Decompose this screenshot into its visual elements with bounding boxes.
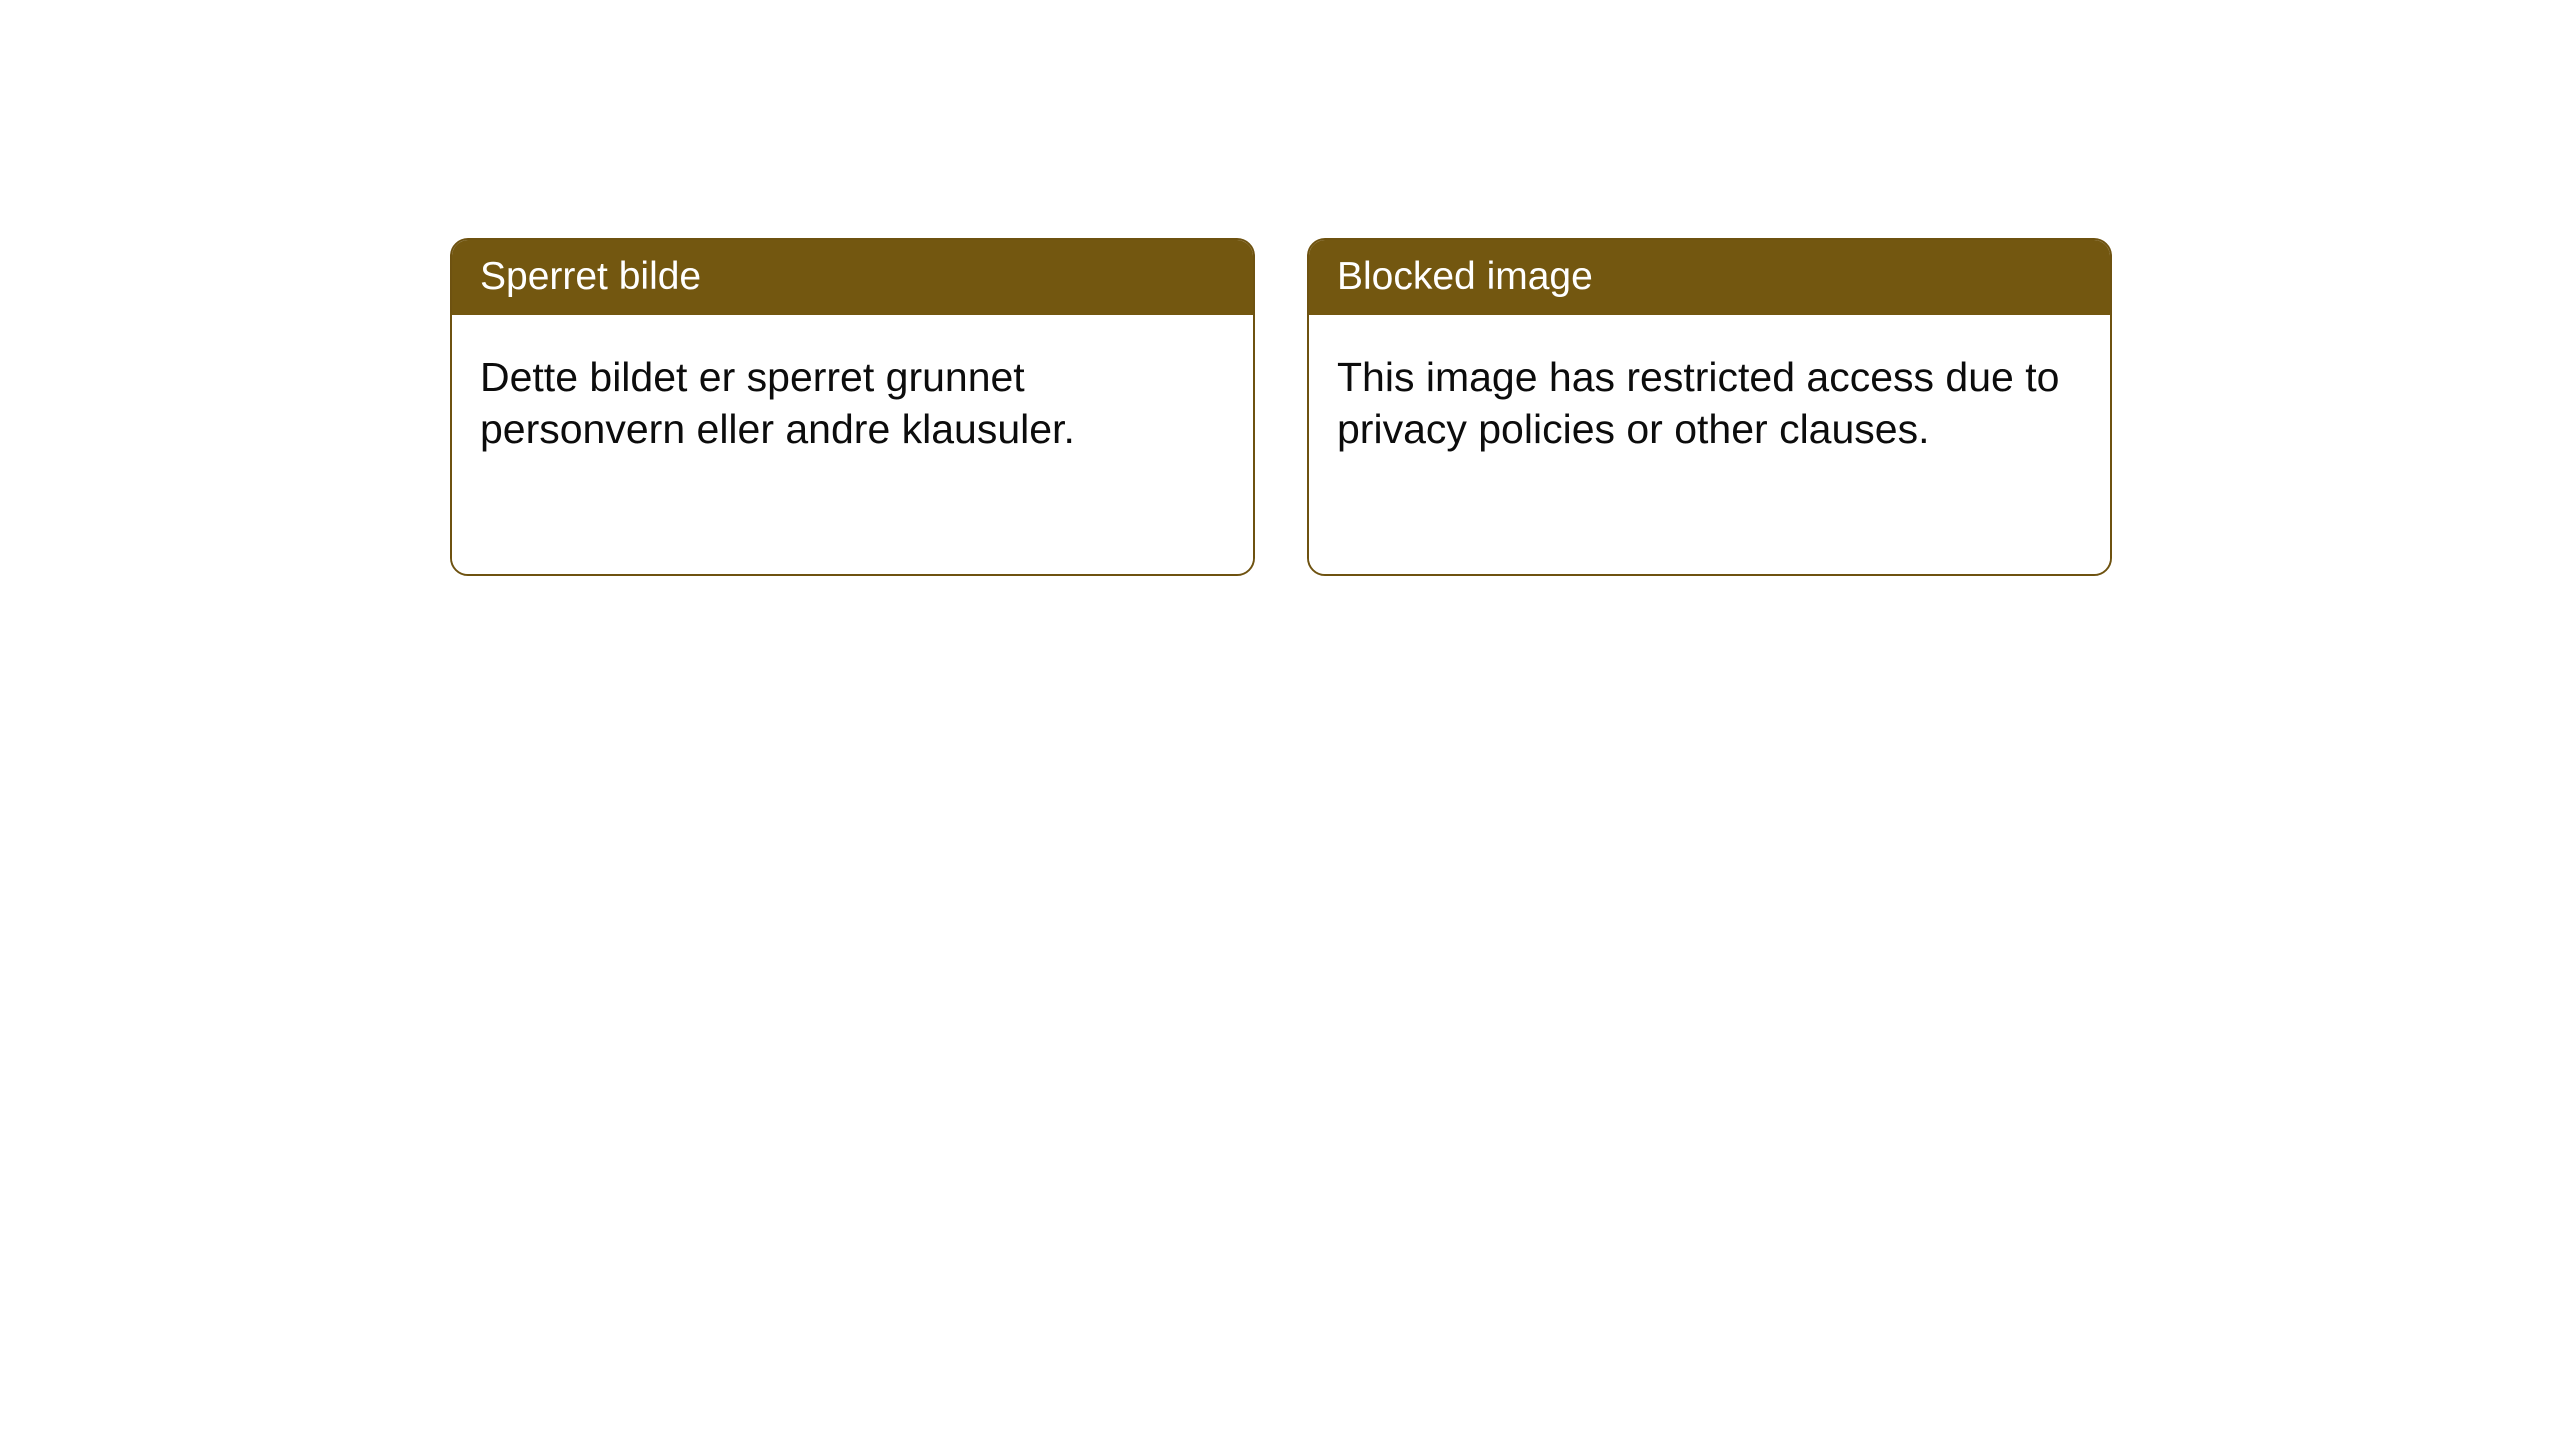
notice-header-norwegian: Sperret bilde (452, 240, 1253, 315)
notice-header-english: Blocked image (1309, 240, 2110, 315)
notice-card-norwegian: Sperret bilde Dette bildet er sperret gr… (450, 238, 1255, 576)
notice-container: Sperret bilde Dette bildet er sperret gr… (450, 238, 2112, 576)
notice-body-english: This image has restricted access due to … (1309, 315, 2110, 574)
notice-card-english: Blocked image This image has restricted … (1307, 238, 2112, 576)
notice-body-norwegian: Dette bildet er sperret grunnet personve… (452, 315, 1253, 574)
